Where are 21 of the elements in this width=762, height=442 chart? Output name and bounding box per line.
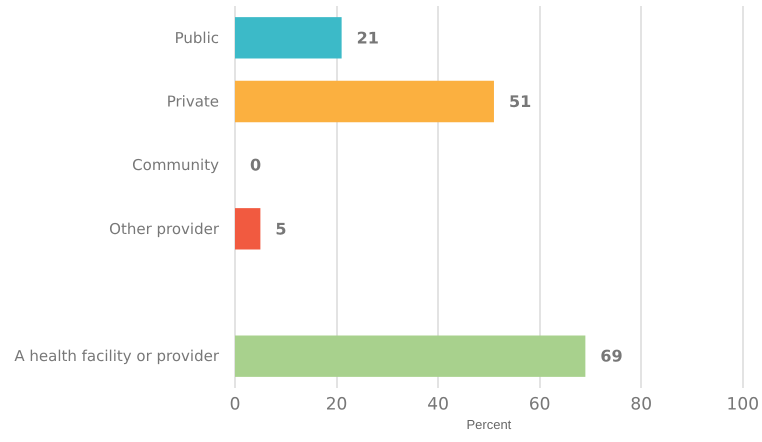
x-tick-label: 60 — [528, 394, 550, 414]
bar — [235, 17, 342, 59]
x-tick-label: 100 — [726, 394, 760, 414]
y-tick-label: Other provider — [109, 220, 220, 238]
data-label: 69 — [600, 346, 623, 366]
y-tick-label: Public — [174, 28, 219, 47]
x-tick-label: 80 — [630, 394, 652, 414]
data-label: 21 — [356, 28, 379, 48]
y-tick-label: Private — [166, 92, 219, 110]
x-tick-label: 20 — [326, 394, 348, 414]
data-label: 51 — [508, 92, 532, 111]
bar — [235, 80, 494, 122]
y-tick-label: Community — [132, 156, 220, 174]
bar — [235, 208, 260, 250]
x-axis-title: Percent — [466, 416, 512, 432]
data-label: 0 — [250, 156, 262, 175]
x-tick-label: 0 — [230, 394, 240, 414]
data-label: 5 — [275, 219, 287, 238]
bar — [235, 335, 586, 377]
x-tick-label: 40 — [427, 394, 449, 414]
y-tick-label: A health facility or provider — [14, 347, 220, 366]
